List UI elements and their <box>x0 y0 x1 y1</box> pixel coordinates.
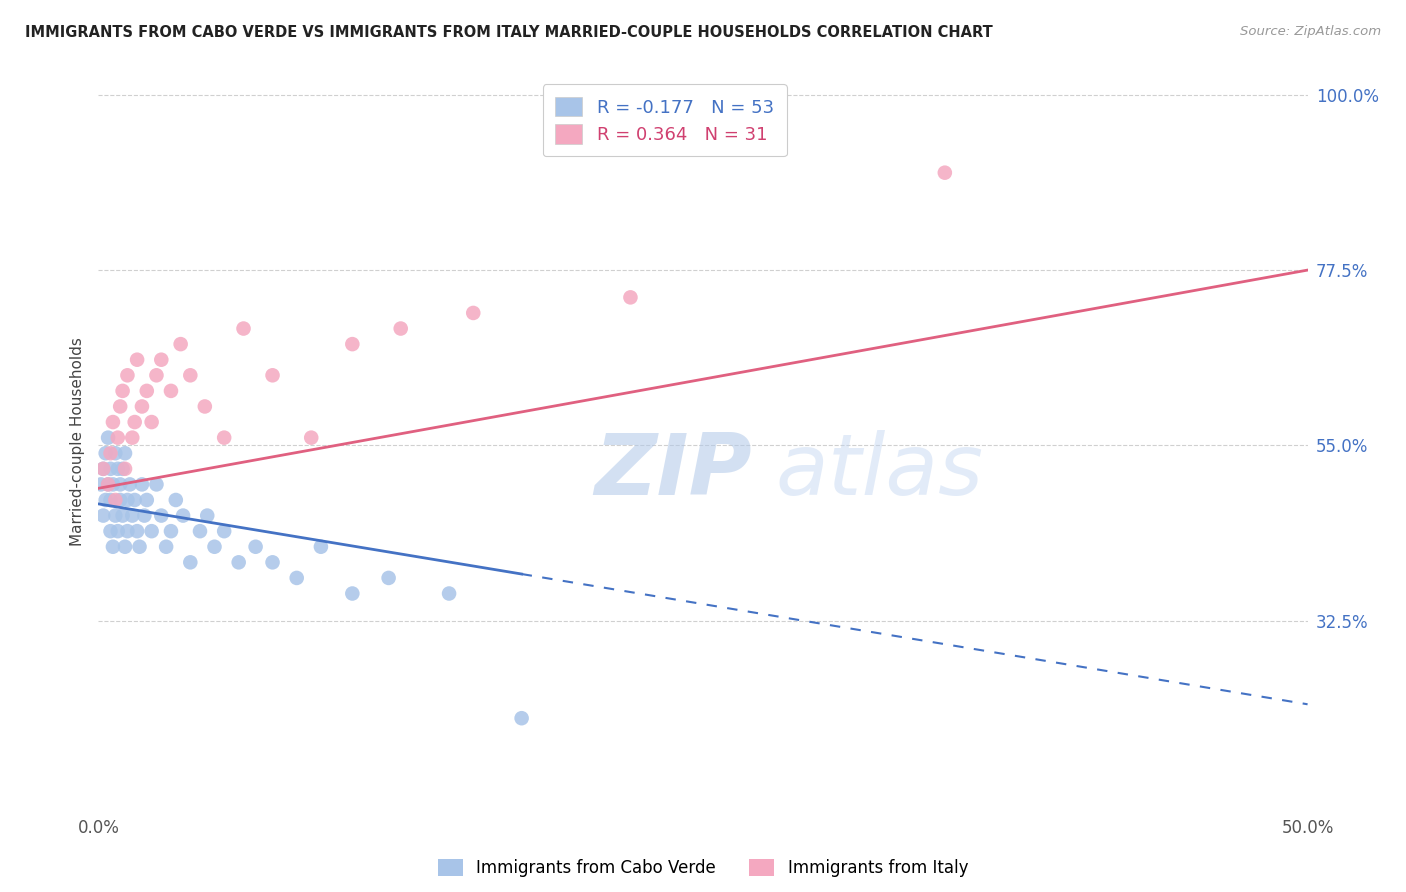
Point <box>100 524 122 538</box>
Point <box>212 431 235 445</box>
Point <box>108 477 131 491</box>
Point <box>389 321 412 335</box>
Point <box>165 493 187 508</box>
Point <box>100 462 122 476</box>
Point <box>101 415 124 429</box>
Point <box>245 540 267 554</box>
Point <box>934 166 956 180</box>
Point <box>135 493 157 508</box>
Point <box>104 446 127 460</box>
Point <box>204 540 226 554</box>
Text: atlas: atlas <box>776 430 984 513</box>
Point <box>117 524 139 538</box>
Text: IMMIGRANTS FROM CABO VERDE VS IMMIGRANTS FROM ITALY MARRIED-COUPLE HOUSEHOLDS CO: IMMIGRANTS FROM CABO VERDE VS IMMIGRANTS… <box>25 25 993 40</box>
Point <box>118 477 141 491</box>
Point <box>127 524 149 538</box>
Point <box>97 431 120 445</box>
Point <box>128 540 150 554</box>
Point <box>299 431 322 445</box>
Text: ZIP: ZIP <box>593 430 751 513</box>
Point <box>111 508 134 523</box>
Point <box>145 368 167 383</box>
Point <box>90 477 112 491</box>
Point <box>437 586 460 600</box>
Point <box>91 462 114 476</box>
Point <box>377 571 399 585</box>
Text: Source: ZipAtlas.com: Source: ZipAtlas.com <box>1240 25 1381 38</box>
Point <box>195 508 218 523</box>
Point <box>107 524 129 538</box>
Point <box>135 384 157 398</box>
Point <box>124 415 146 429</box>
Point <box>108 400 131 414</box>
Point <box>117 368 139 383</box>
Point <box>97 477 120 491</box>
Point <box>212 524 235 538</box>
Point <box>131 477 153 491</box>
Point <box>114 446 136 460</box>
Point <box>107 431 129 445</box>
Point <box>172 508 194 523</box>
Point <box>121 431 143 445</box>
Point <box>127 352 149 367</box>
Point <box>262 368 284 383</box>
Point <box>117 493 139 508</box>
Legend: Immigrants from Cabo Verde, Immigrants from Italy: Immigrants from Cabo Verde, Immigrants f… <box>432 852 974 884</box>
Point <box>262 555 284 569</box>
Point <box>114 462 136 476</box>
Point <box>342 586 364 600</box>
Point <box>309 540 332 554</box>
Point <box>228 555 250 569</box>
Point <box>107 462 129 476</box>
Point <box>188 524 211 538</box>
Point <box>141 524 163 538</box>
Point <box>104 508 127 523</box>
Point <box>101 540 124 554</box>
Point <box>510 711 533 725</box>
Point <box>169 337 191 351</box>
Point <box>91 508 114 523</box>
Point <box>91 462 114 476</box>
Point <box>94 446 117 460</box>
Point <box>131 400 153 414</box>
Point <box>121 508 143 523</box>
Point <box>155 540 177 554</box>
Point <box>104 493 127 508</box>
Point <box>124 493 146 508</box>
Point <box>232 321 254 335</box>
Point <box>285 571 308 585</box>
Point <box>100 446 122 460</box>
Point <box>111 462 134 476</box>
Point <box>134 508 156 523</box>
Point <box>179 368 201 383</box>
Point <box>619 290 641 304</box>
Point <box>179 555 201 569</box>
Point <box>114 540 136 554</box>
Point <box>111 384 134 398</box>
Point <box>145 477 167 491</box>
Point <box>150 352 173 367</box>
Point <box>100 493 122 508</box>
Legend: R = -0.177   N = 53, R = 0.364   N = 31: R = -0.177 N = 53, R = 0.364 N = 31 <box>543 84 787 156</box>
Point <box>101 477 124 491</box>
Point <box>160 524 183 538</box>
Point <box>94 493 117 508</box>
Point <box>150 508 173 523</box>
Point <box>108 493 131 508</box>
Point <box>342 337 364 351</box>
Point <box>97 477 120 491</box>
Y-axis label: Married-couple Households: Married-couple Households <box>69 337 84 546</box>
Point <box>141 415 163 429</box>
Point <box>160 384 183 398</box>
Point <box>194 400 217 414</box>
Point <box>463 306 485 320</box>
